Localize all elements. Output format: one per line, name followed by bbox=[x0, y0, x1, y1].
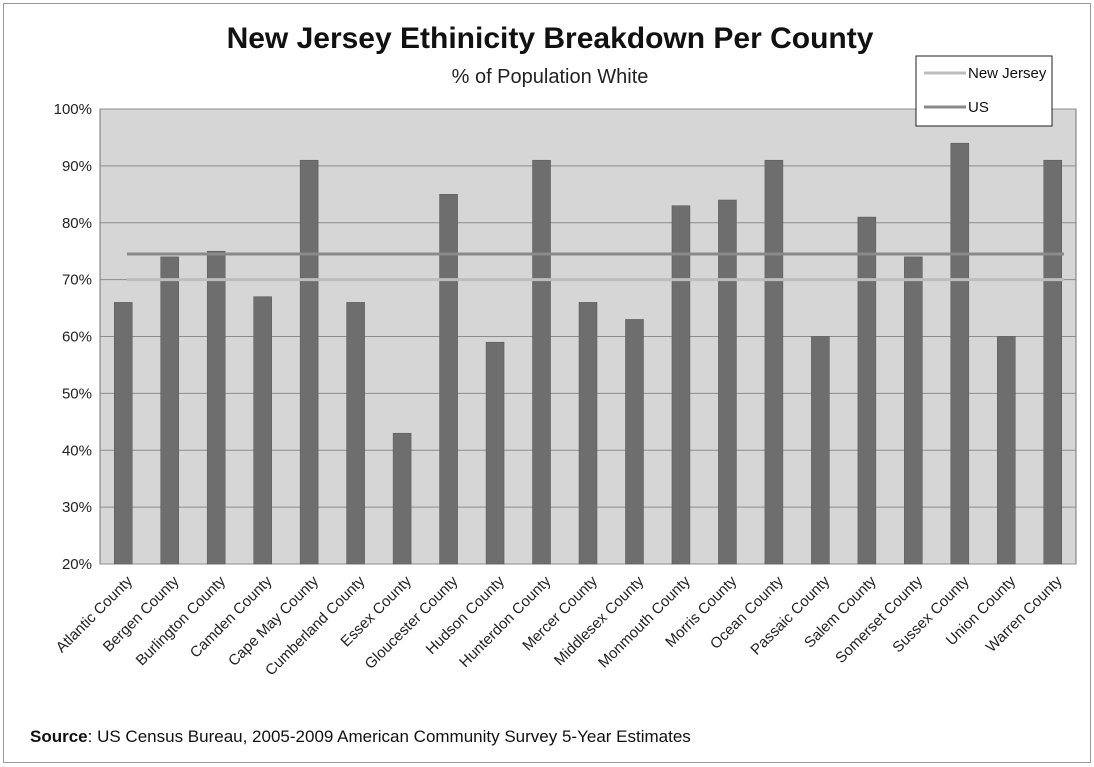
bar bbox=[392, 432, 412, 565]
bar bbox=[299, 159, 319, 565]
bar bbox=[764, 159, 784, 565]
chart-subtitle: % of Population White bbox=[451, 66, 649, 88]
bar bbox=[206, 250, 226, 565]
y-tick-label: 20% bbox=[62, 556, 92, 573]
y-tick-label: 100% bbox=[54, 101, 92, 118]
y-tick-label: 50% bbox=[62, 385, 92, 402]
y-tick-label: 80% bbox=[62, 215, 92, 232]
x-tick-label: Atlantic County bbox=[53, 572, 137, 656]
bar bbox=[485, 341, 505, 565]
bar bbox=[950, 142, 970, 565]
bar bbox=[625, 319, 644, 565]
legend-box bbox=[915, 55, 1053, 127]
x-tick-label: Camden County bbox=[187, 572, 276, 661]
legend-label: US bbox=[968, 99, 989, 116]
legend-label: New Jersey bbox=[968, 65, 1047, 82]
y-tick-label: 30% bbox=[62, 499, 92, 516]
bar bbox=[439, 194, 458, 565]
bar bbox=[532, 159, 551, 565]
bar bbox=[904, 256, 923, 565]
bar bbox=[811, 336, 830, 565]
chart-title: New Jersey Ethinicity Breakdown Per Coun… bbox=[226, 22, 874, 55]
bar bbox=[113, 302, 133, 565]
y-tick-label: 60% bbox=[62, 329, 92, 346]
x-tick-label: Passaic County bbox=[747, 572, 833, 658]
bar bbox=[997, 336, 1016, 565]
bar bbox=[160, 256, 179, 565]
source-text: : US Census Bureau, 2005-2009 American C… bbox=[87, 727, 691, 746]
bar bbox=[857, 216, 877, 565]
bar bbox=[578, 302, 598, 565]
source-note: Source: US Census Bureau, 2005-2009 Amer… bbox=[30, 727, 691, 747]
source-label: Source bbox=[30, 727, 88, 746]
bar bbox=[253, 296, 272, 565]
y-tick-label: 40% bbox=[62, 442, 92, 459]
bar bbox=[346, 302, 365, 565]
bar bbox=[718, 199, 737, 565]
y-tick-label: 70% bbox=[62, 272, 92, 289]
bar bbox=[671, 205, 691, 565]
y-tick-label: 90% bbox=[62, 158, 92, 175]
x-tick-label: Somerset County bbox=[832, 572, 926, 666]
bar bbox=[1043, 159, 1063, 565]
